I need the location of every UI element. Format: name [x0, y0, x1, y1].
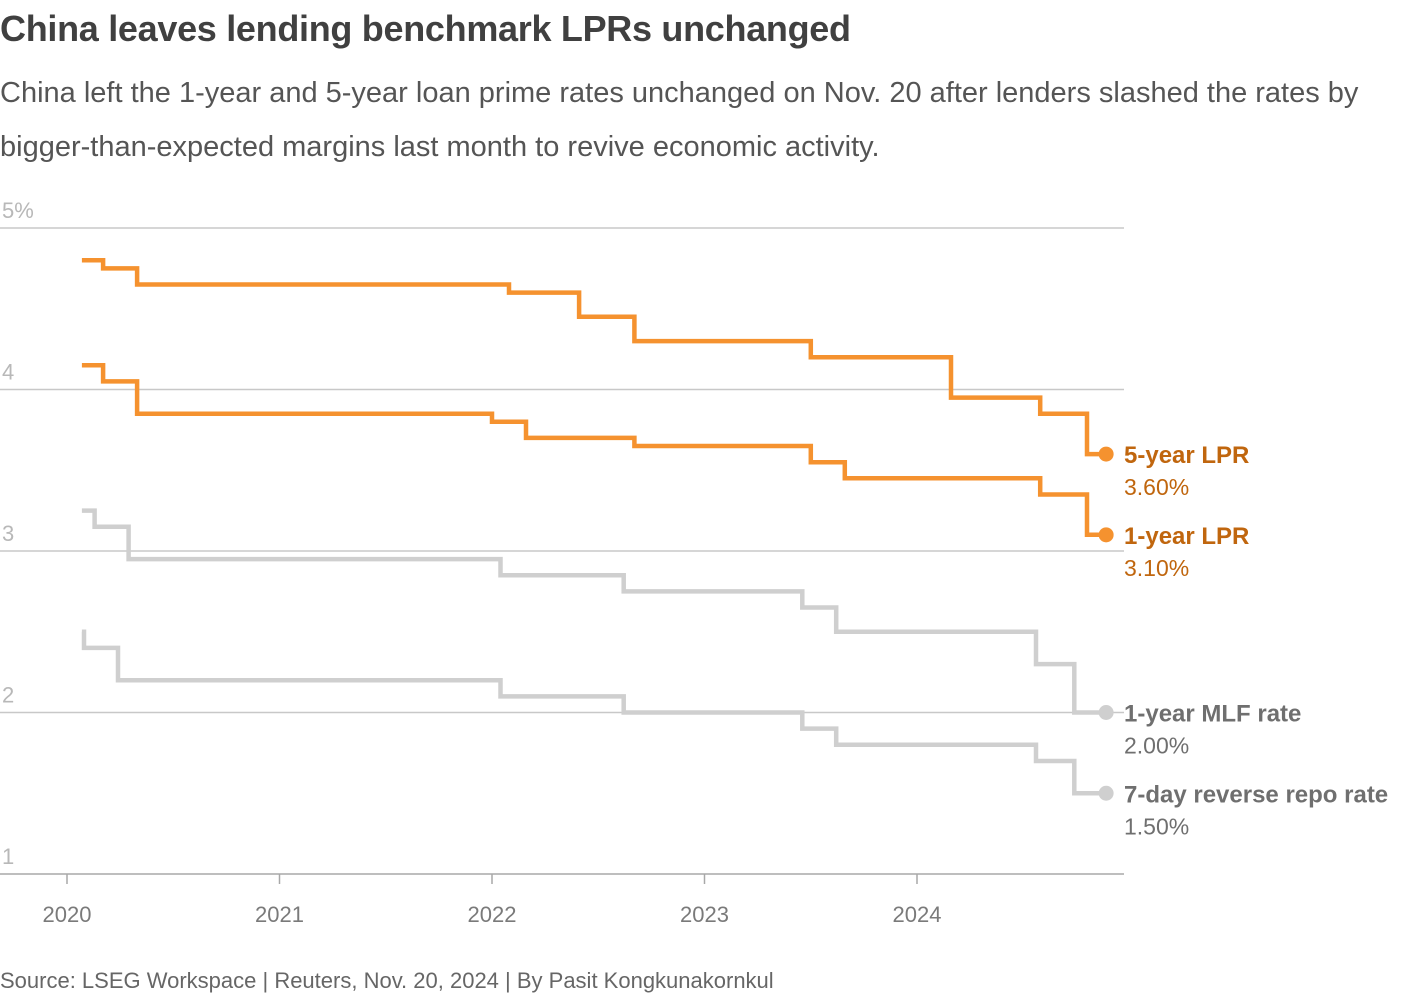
chart-subtitle: China left the 1-year and 5-year loan pr… [0, 77, 1359, 163]
series-line-1-year-mlf-rate [81, 508, 1107, 715]
series-value-1-year-mlf-rate: 2.00% [1124, 733, 1189, 759]
chart-title: China leaves lending benchmark LPRs unch… [0, 8, 851, 49]
series-line-7-day-reverse-repo-rate [81, 629, 1107, 796]
x-tick-label: 2024 [893, 902, 942, 927]
series-endpoint-7-day-reverse-repo-rate [1098, 785, 1114, 801]
x-tick-label: 2022 [468, 902, 517, 927]
series-endpoint-5-year-lpr [1098, 446, 1114, 462]
series-line-1-year-lpr [81, 363, 1107, 538]
y-tick-label: 3 [2, 521, 14, 546]
source-note: Source: LSEG Workspace | Reuters, Nov. 2… [0, 968, 774, 993]
series-label-1-year-mlf-rate: 1-year MLF rate [1124, 701, 1301, 728]
grid-lines [0, 227, 1124, 875]
series-labels: 1-year MLF rate 2.00% 7-day reverse repo r… [1124, 442, 1388, 839]
series-value-5-year-lpr: 3.60% [1124, 474, 1189, 500]
series-endpoint-1-year-lpr [1098, 527, 1114, 543]
series-label-7-day-reverse-repo-rate: 7-day reverse repo rate [1124, 781, 1388, 808]
x-tick-label: 2020 [43, 902, 92, 927]
series-value-1-year-lpr: 3.10% [1124, 555, 1189, 581]
series-endpoint-1-year-mlf-rate [1098, 705, 1114, 720]
series-label-5-year-lpr: 5-year LPR [1124, 442, 1249, 469]
series-line-5-year-lpr [81, 258, 1107, 457]
x-axis: 2020 2021 2022 2023 2024 [43, 874, 942, 927]
y-tick-label: 2 [2, 683, 14, 708]
y-tick-label: 1 [2, 844, 14, 869]
series-label-1-year-lpr: 1-year LPR [1124, 523, 1249, 550]
series-group [81, 258, 1114, 801]
y-tick-label: 4 [2, 360, 14, 385]
x-tick-label: 2023 [680, 902, 729, 927]
series-value-7-day-reverse-repo-rate: 1.50% [1124, 813, 1189, 839]
y-axis: 5% 4 3 2 1 [2, 198, 34, 869]
x-tick-label: 2021 [255, 902, 304, 927]
y-tick-label: 5% [2, 198, 34, 223]
